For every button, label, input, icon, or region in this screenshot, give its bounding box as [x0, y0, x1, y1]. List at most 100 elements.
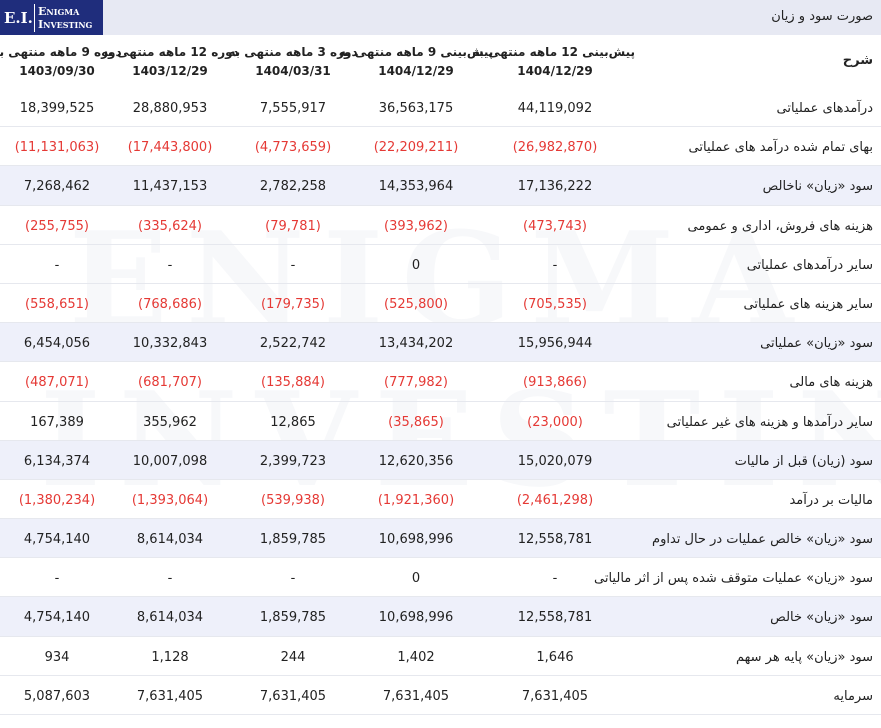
table-cell: (705,535) — [523, 296, 587, 312]
table-header: شرح پیش‌بینی 12 ماهه منتهی به 1404/12/29 پ… — [0, 35, 881, 88]
table-cell: 0 — [411, 257, 421, 273]
table-cell: 5,087,603 — [23, 688, 91, 704]
table-cell: (11,131,063) — [14, 140, 100, 156]
column-header: پیش‌بینی 12 ماهه منتهی به 1404/12/29 — [472, 43, 635, 81]
table-cell: 12,558,781 — [517, 610, 593, 626]
column-header-date: 1403/12/29 — [132, 64, 208, 78]
table-cell: 2,782,258 — [259, 179, 327, 195]
table-cell: (913,866) — [523, 375, 587, 391]
column-header-title: دوره 12 ماهه منتهی به — [101, 45, 239, 59]
table-cell: (525,800) — [384, 296, 448, 312]
table-cell: (135,884) — [261, 375, 325, 391]
table-cell: 7,268,462 — [23, 179, 91, 195]
table-row: درآمدهای عملیاتی 44,119,092 36,563,175 7,55… — [0, 88, 881, 128]
table-cell: - — [167, 257, 173, 273]
row-label: سود «زیان» خالص عملیات در حال تداوم — [652, 532, 873, 548]
table-cell: - — [552, 257, 558, 273]
table-cell: 12,558,781 — [517, 532, 593, 548]
logo-mark: E.I. — [4, 8, 33, 27]
row-label: درآمدهای عملیاتی — [776, 101, 873, 116]
row-label: سود «زیان» پایه هر سهم — [736, 649, 873, 665]
row-label: هزینه های فروش، اداری و عمومی — [687, 218, 873, 234]
logo-line2: Investing — [38, 17, 93, 31]
row-label: سود (زیان) قبل از مالیات — [734, 453, 873, 469]
table-cell: 4,754,140 — [23, 610, 91, 626]
table-cell: (768,686) — [138, 296, 202, 312]
table-row: سود «زیان» عملیات متوقف شده پس از اثر ما… — [0, 558, 881, 598]
row-label: سود «زیان» ناخالص — [762, 179, 873, 195]
table-cell: 10,698,996 — [378, 610, 454, 626]
table-cell: 1,402 — [397, 649, 435, 665]
table-cell: 15,020,079 — [517, 453, 593, 469]
top-bar: E.I. Enigma Investing صورت سود و زیان — [0, 0, 881, 35]
table-cell: (4,773,659) — [254, 140, 332, 156]
table-cell: (1,380,234) — [18, 492, 96, 508]
table-cell: - — [290, 571, 296, 587]
table-cell: (1,921,360) — [377, 492, 455, 508]
table-cell: (35,865) — [388, 414, 444, 430]
table-cell: (79,781) — [265, 218, 321, 234]
table-cell: - — [54, 257, 60, 273]
table-cell: 1,859,785 — [259, 532, 327, 548]
table-cell: 7,555,917 — [259, 101, 327, 116]
table-row: سایر هزینه های عملیاتی (705,535) (525,800)… — [0, 284, 881, 324]
table-cell: 18,399,525 — [19, 101, 95, 116]
table-cell: - — [167, 571, 173, 587]
table-row: بهای تمام شده درآمد های عملیاتی (26,982,8… — [0, 127, 881, 167]
column-header-date: 1403/09/30 — [19, 64, 95, 78]
table-cell: 7,631,405 — [136, 688, 204, 704]
table-cell: 17,136,222 — [517, 179, 593, 195]
table-cell: 10,007,098 — [132, 453, 208, 469]
logo-line1: Enigma — [38, 4, 80, 18]
table-cell: (22,209,211) — [373, 140, 459, 156]
table-cell: (681,707) — [138, 375, 202, 391]
table-cell: (473,743) — [523, 218, 587, 234]
table-row: سود (زیان) قبل از مالیات 15,020,079 12,620… — [0, 440, 881, 480]
table-cell: (1,393,064) — [131, 492, 209, 508]
logo-divider — [34, 3, 35, 32]
table-row: هزینه های مالی (913,866) (777,982) (135,884… — [0, 362, 881, 402]
table-row: سایر درآمدها و هزینه های غیر عملیاتی (23,… — [0, 402, 881, 441]
table-cell: 7,631,405 — [521, 688, 589, 704]
table-cell: 1,859,785 — [259, 610, 327, 626]
column-header-title: دوره 3 ماهه منتهی به — [228, 45, 358, 59]
row-label: سایر درآمدهای عملیاتی — [746, 257, 873, 273]
table-cell: 355,962 — [143, 414, 197, 430]
table-cell: 167,389 — [30, 414, 84, 430]
table-cell: (255,755) — [25, 218, 89, 234]
table-cell: 13,434,202 — [378, 336, 454, 352]
table-cell: (539,938) — [261, 492, 325, 508]
column-header-date: 1404/03/31 — [255, 64, 331, 78]
column-header-date: 1404/12/29 — [517, 64, 593, 78]
table-cell: 14,353,964 — [378, 179, 454, 195]
column-header-title: پیش‌بینی 9 ماهه منتهی به — [338, 45, 494, 59]
column-header-date: 1404/12/29 — [378, 64, 454, 78]
table-cell: 15,956,944 — [517, 336, 593, 352]
table-cell: 244 — [280, 649, 306, 665]
table-cell: (2,461,298) — [516, 492, 594, 508]
row-label: هزینه های مالی — [789, 375, 873, 391]
table-cell: 8,614,034 — [136, 610, 204, 626]
table-cell: 12,865 — [270, 414, 316, 430]
column-header-title: پیش‌بینی 12 ماهه منتهی به — [472, 45, 635, 59]
table-cell: - — [290, 257, 296, 273]
table-cell: 1,128 — [151, 649, 189, 665]
table-cell: (777,982) — [384, 375, 448, 391]
row-label: سود «زیان» عملیاتی — [760, 336, 873, 352]
column-header: دوره 3 ماهه منتهی به 1404/03/31 — [226, 43, 361, 81]
column-header: پیش‌بینی 9 ماهه منتهی به 1404/12/29 — [339, 43, 494, 81]
table-cell: (487,071) — [25, 375, 89, 391]
table-cell: (393,962) — [384, 218, 448, 234]
table-cell: 2,399,723 — [259, 453, 327, 469]
table-cell: 10,332,843 — [132, 336, 208, 352]
table-cell: 10,698,996 — [378, 532, 454, 548]
table-row: سود «زیان» پایه هر سهم 1,646 1,402 244 1,128… — [0, 637, 881, 676]
table-cell: 8,614,034 — [136, 532, 204, 548]
table-cell: 28,880,953 — [132, 101, 208, 116]
row-label: بهای تمام شده درآمد های عملیاتی — [688, 140, 873, 156]
row-label: سرمایه — [833, 688, 873, 704]
table-cell: 1,646 — [536, 649, 574, 665]
table-cell: (179,735) — [261, 296, 325, 312]
row-label: سود «زیان» عملیات متوقف شده پس از اثر ما… — [594, 571, 873, 587]
column-header-title: دوره 9 ماهه منتهی به — [0, 45, 122, 59]
